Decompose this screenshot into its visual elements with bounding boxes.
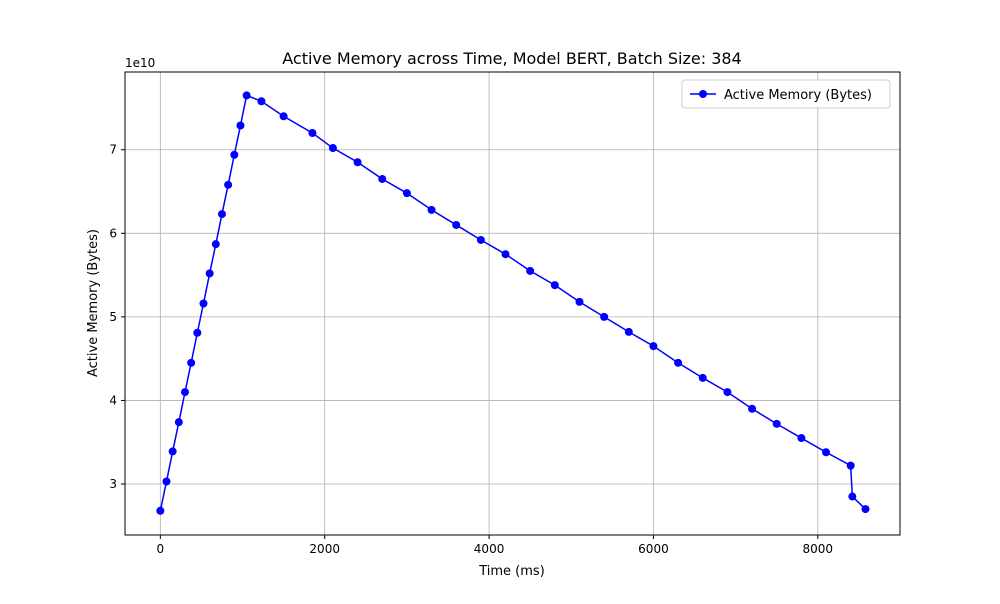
- data-point: [723, 388, 732, 397]
- data-point: [649, 342, 658, 351]
- data-point: [848, 492, 857, 501]
- data-point: [168, 447, 177, 456]
- data-point: [550, 281, 559, 290]
- data-point: [674, 358, 683, 367]
- data-point: [772, 419, 781, 428]
- y-tick-label: 7: [109, 143, 117, 157]
- x-tick-label: 6000: [638, 542, 669, 556]
- chart-title: Active Memory across Time, Model BERT, B…: [282, 49, 741, 68]
- legend-marker: [699, 90, 707, 98]
- data-point: [501, 250, 510, 259]
- data-point: [797, 434, 806, 443]
- data-point: [308, 129, 317, 138]
- data-point: [698, 373, 707, 382]
- data-point: [242, 91, 251, 100]
- data-point: [575, 297, 584, 306]
- data-point: [199, 299, 208, 308]
- data-point: [180, 388, 189, 397]
- legend-label: Active Memory (Bytes): [724, 88, 872, 103]
- data-point: [211, 240, 220, 249]
- data-point: [257, 97, 266, 106]
- y-tick-label: 5: [109, 310, 117, 324]
- data-point: [156, 506, 165, 515]
- y-offset-label: 1e10: [125, 56, 155, 70]
- x-tick-label: 4000: [474, 542, 505, 556]
- data-point: [230, 150, 239, 159]
- x-tick-label: 8000: [803, 542, 834, 556]
- y-axis-label: Active Memory (Bytes): [86, 229, 101, 377]
- data-point: [328, 144, 337, 153]
- data-point: [452, 220, 461, 229]
- legend-box: [681, 79, 891, 109]
- data-point: [476, 235, 485, 244]
- data-point: [378, 174, 387, 183]
- plot-frame: [124, 71, 901, 536]
- x-tick-label: 2000: [309, 542, 340, 556]
- data-point: [402, 189, 411, 198]
- y-tick-label: 6: [109, 226, 117, 240]
- data-point: [526, 266, 535, 275]
- data-point: [205, 269, 214, 278]
- x-axis-label: Time (ms): [478, 564, 545, 579]
- y-tick-label: 4: [109, 393, 117, 407]
- data-point: [193, 328, 202, 337]
- data-line: [159, 94, 866, 511]
- x-tick-label: 0: [157, 542, 165, 556]
- data-point: [279, 112, 288, 121]
- data-point: [822, 448, 831, 457]
- data-point: [427, 205, 436, 214]
- data-point: [224, 180, 233, 189]
- data-point: [162, 477, 171, 486]
- data-point: [846, 461, 855, 470]
- y-tick-label: 3: [109, 477, 117, 491]
- data-point: [353, 158, 362, 167]
- data-point: [600, 312, 609, 321]
- data-point: [187, 358, 196, 367]
- data-point: [236, 121, 245, 130]
- data-point: [217, 210, 226, 219]
- data-point: [861, 505, 870, 514]
- data-point: [748, 404, 757, 413]
- data-point: [624, 327, 633, 336]
- data-point: [174, 418, 183, 427]
